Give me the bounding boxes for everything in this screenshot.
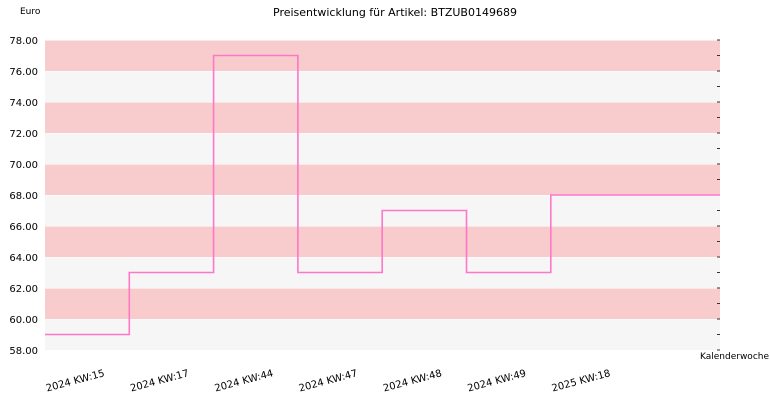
x-axis-ticks: 2024 KW:15 2024 KW:17 2024 KW:44 2024 KW:47…: [45, 368, 612, 394]
y-tick-label: 76.00: [9, 67, 38, 78]
background-band: [45, 102, 720, 133]
background-band: [45, 40, 720, 71]
x-axis-label: Kalenderwoche: [700, 352, 769, 362]
y-tick-label: 78.00: [9, 36, 38, 47]
y-tick-label: 68.00: [9, 191, 38, 202]
y-tick-label: 66.00: [9, 222, 38, 233]
y-tick-label: 72.00: [9, 129, 38, 140]
y-axis-ticks: 58.00 60.00 62.00 64.00 66.00 68.00 70.00 72.00…: [9, 36, 720, 357]
x-tick-label: 2025 KW:18: [551, 368, 612, 394]
x-tick-label: 2024 KW:17: [129, 368, 190, 394]
y-axis-label: Euro: [20, 7, 41, 17]
y-tick-label: 64.00: [9, 253, 38, 264]
y-tick-label: 62.00: [9, 284, 38, 295]
y-tick-label: 58.00: [9, 346, 38, 357]
price-step-line: [45, 54, 720, 336]
x-tick-label: 2024 KW:48: [382, 368, 443, 394]
x-tick-label: 2024 KW:49: [466, 368, 527, 394]
background-band: [45, 71, 720, 102]
background-band: [45, 133, 720, 164]
y-tick-label: 70.00: [9, 160, 38, 171]
chart-title: Preisentwicklung für Artikel: BTZUB01496…: [273, 6, 517, 19]
x-tick-label: 2024 KW:47: [298, 368, 359, 394]
background-band: [45, 164, 720, 195]
background-band: [45, 319, 720, 350]
background-band: [45, 288, 720, 319]
x-tick-label: 2024 KW:44: [213, 368, 274, 394]
y-tick-label: 74.00: [9, 98, 38, 109]
x-tick-label: 2024 KW:15: [45, 368, 106, 394]
y-tick-label: 60.00: [9, 315, 38, 326]
